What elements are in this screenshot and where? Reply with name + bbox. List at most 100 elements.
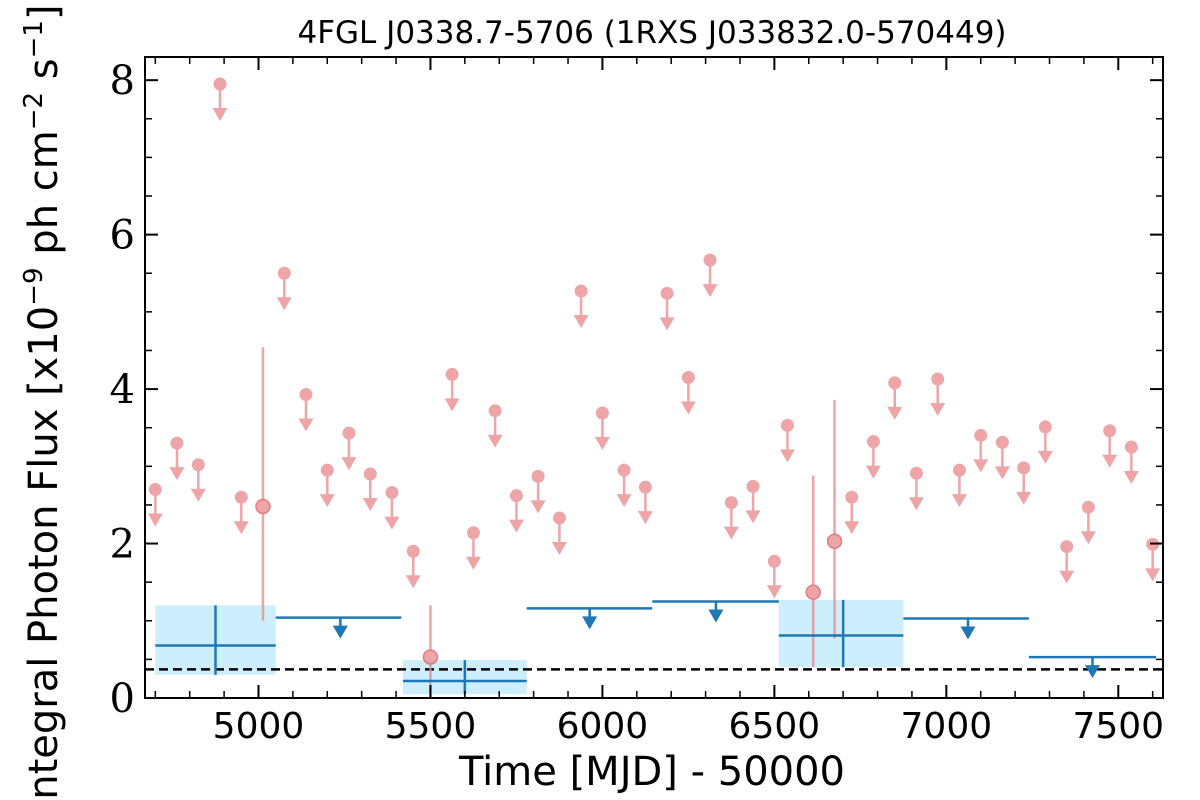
fine-upper-limit — [319, 463, 335, 508]
fine-upper-limit-arrow — [530, 500, 546, 514]
y-tick-label: 4 — [110, 367, 135, 413]
fine-upper-limit-arrow — [745, 510, 761, 524]
fine-upper-limit — [190, 458, 206, 502]
fine-upper-limit — [1080, 500, 1096, 545]
fine-upper-limit-arrow — [908, 497, 924, 511]
fine-upper-limit-arrow — [147, 513, 163, 527]
x-tick-label: 6500 — [729, 706, 821, 747]
fine-detection-marker — [826, 533, 843, 549]
fine-upper-limit — [276, 266, 292, 311]
fine-upper-limit-arrow — [190, 488, 206, 502]
x-tick-label: 5000 — [213, 706, 305, 747]
fine-upper-limit — [405, 544, 421, 589]
fine-upper-limit-arrow — [276, 297, 292, 311]
axis-tick-labels: 5000 5500 6000 6500 7000 7500 0 2 4 6 8 — [110, 58, 1165, 747]
coarse-upper-limit-arrow — [708, 609, 724, 623]
fine-upper-limit — [865, 435, 881, 479]
fine-upper-limit — [444, 367, 460, 412]
fine-upper-limit — [659, 286, 675, 331]
fine-upper-limit — [573, 284, 589, 329]
fine-upper-limit-arrow — [508, 519, 524, 533]
y-tick-label: 8 — [110, 58, 135, 104]
fine-upper-limit — [169, 436, 185, 481]
fine-upper-limit-arrow — [994, 466, 1010, 480]
fine-upper-limit — [487, 404, 503, 448]
chart-title: 4FGL J0338.7-5706 (1RXS J033832.0-570449… — [297, 15, 1006, 51]
y-label-close: ] — [21, 4, 67, 20]
fine-upper-limit-arrow — [779, 449, 795, 463]
coarse-upper-limit-arrow — [332, 625, 348, 639]
fine-upper-limit-arrow — [1037, 450, 1053, 464]
fine-upper-limit — [723, 496, 739, 540]
fine-upper-limit — [1102, 424, 1118, 468]
fine-upper-limit — [147, 482, 163, 527]
x-tick-label: 6000 — [557, 706, 649, 747]
fine-upper-limit — [745, 479, 761, 524]
fine-upper-limit-arrow — [341, 457, 357, 471]
axis-ticks — [145, 57, 1163, 699]
fine-upper-limit — [702, 253, 718, 298]
fine-upper-limit-arrow — [1059, 570, 1075, 584]
fine-upper-limit-arrow — [616, 494, 632, 508]
fine-upper-limit-arrow — [212, 108, 228, 122]
fine-upper-limit-arrow — [319, 494, 335, 508]
fine-upper-limit — [680, 371, 696, 415]
fine-upper-limit-arrow — [1123, 471, 1139, 485]
coarse-upper-limit-arrow — [582, 616, 598, 630]
fine-upper-limit-arrow — [1016, 491, 1032, 505]
y-tick-label: 6 — [110, 213, 135, 259]
fine-upper-limit-arrow — [384, 516, 400, 530]
x-axis-label: Time [MJD] - 50000 — [458, 749, 845, 795]
y-label-units: ph cm — [21, 130, 67, 267]
fine-upper-limit-arrow — [362, 498, 378, 512]
fine-upper-limit — [973, 428, 989, 473]
fine-upper-limit-arrow — [723, 526, 739, 540]
fine-upper-limit — [844, 490, 860, 535]
fine-upper-limit-arrow — [766, 585, 782, 599]
fine-detection — [826, 399, 843, 639]
fine-detection-marker — [805, 584, 821, 600]
fine-upper-limit-arrow — [444, 398, 460, 412]
fine-detection-marker — [255, 498, 271, 515]
fine-upper-limit — [616, 463, 632, 508]
fine-upper-limit-arrow — [1145, 568, 1161, 582]
fine-upper-limit-arrow — [865, 465, 881, 479]
fine-upper-limit — [908, 466, 924, 511]
fine-upper-limit-arrow — [573, 315, 589, 329]
fine-upper-limit-arrow — [702, 284, 718, 298]
fine-upper-limit-arrow — [465, 556, 481, 570]
fine-upper-limit — [994, 435, 1010, 480]
fine-detection — [255, 347, 271, 621]
fine-upper-limit-arrow — [973, 459, 989, 473]
fine-upper-limit — [1123, 440, 1139, 485]
fine-upper-limit — [341, 426, 357, 471]
fine-upper-limit — [930, 372, 946, 417]
x-tick-label: 5500 — [385, 706, 477, 747]
fine-upper-limit-arrow — [405, 575, 421, 589]
coarse-bin-uncertainty-bands — [155, 599, 904, 695]
coarse-upper-limit-arrow — [1084, 665, 1100, 679]
fine-upper-limit-arrow — [169, 467, 185, 481]
plot-frame — [144, 56, 1164, 699]
fine-upper-limit — [530, 469, 546, 514]
fine-upper-limit-arrow — [487, 434, 503, 448]
fine-upper-limit — [637, 480, 653, 525]
y-label-seconds: s — [21, 58, 67, 92]
y-label-exponent-1: −1 — [19, 20, 49, 58]
fine-upper-limit — [465, 526, 481, 570]
fine-detection — [422, 605, 439, 698]
fine-upper-limit — [1059, 540, 1075, 584]
fine-upper-limit — [1016, 461, 1032, 505]
coarse-upper-limit-arrow — [960, 626, 976, 640]
coarse-uncertainty-band — [778, 599, 904, 668]
fine-detection-marker — [422, 649, 439, 665]
fine-upper-limit-arrow — [1102, 454, 1118, 468]
fine-upper-limit — [779, 418, 795, 463]
y-tick-label: 2 — [110, 522, 135, 568]
y-axis-label: Integral Photon Flux [x10−9 ph cm−2 s−1] — [19, 4, 67, 800]
fine-upper-limit-arrow — [298, 418, 314, 432]
fine-upper-limit-arrow — [594, 437, 610, 451]
x-tick-label: 7000 — [901, 706, 993, 747]
fine-upper-limit-arrow — [930, 403, 946, 417]
fine-upper-limit — [233, 490, 249, 535]
